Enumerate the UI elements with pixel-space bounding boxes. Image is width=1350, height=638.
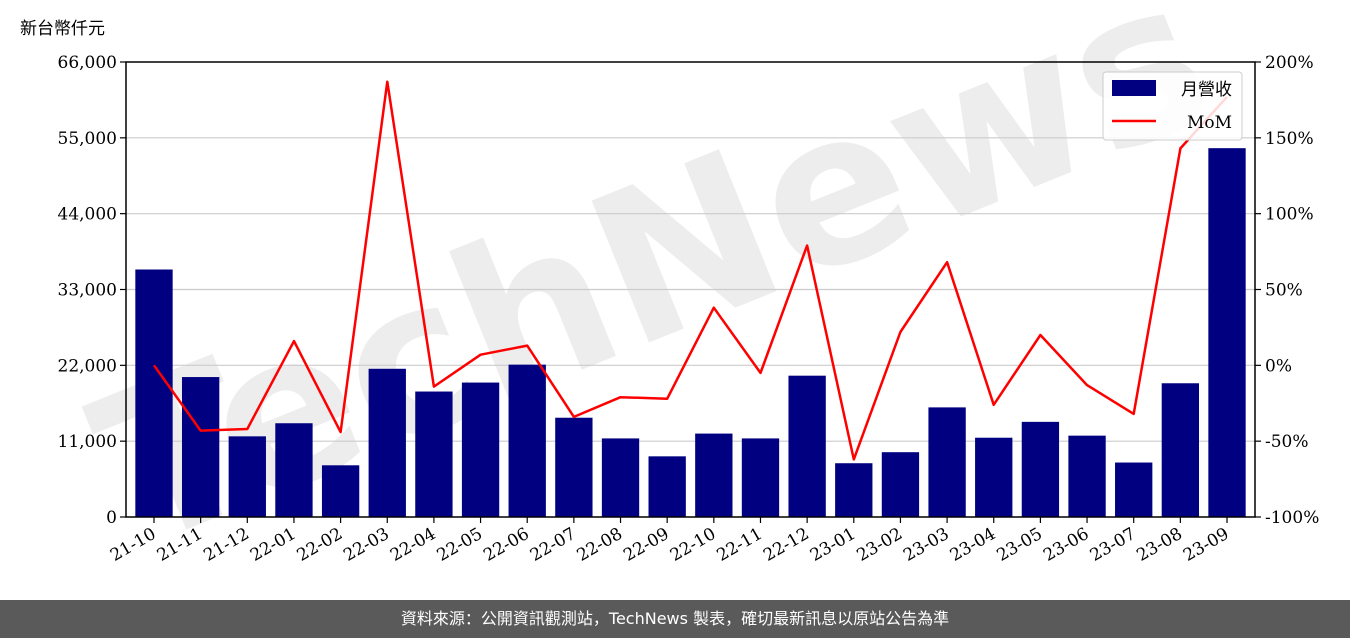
bar bbox=[1068, 435, 1106, 517]
bar bbox=[415, 391, 453, 517]
y-left-tick-label: 33,000 bbox=[58, 281, 117, 301]
bar bbox=[648, 456, 686, 517]
x-tick-label: 23-02 bbox=[853, 524, 905, 566]
x-tick-label: 22-10 bbox=[667, 524, 719, 566]
bar bbox=[135, 269, 173, 517]
bar bbox=[1021, 421, 1060, 517]
bar bbox=[975, 437, 1013, 517]
y-left-tick-label: 55,000 bbox=[58, 129, 117, 149]
bar bbox=[368, 368, 406, 517]
x-tick-label: 22-05 bbox=[434, 524, 486, 566]
bar bbox=[321, 465, 360, 517]
bar bbox=[555, 417, 593, 517]
x-tick-label: 23-06 bbox=[1040, 524, 1092, 566]
bar bbox=[508, 364, 546, 517]
mom-line bbox=[152, 80, 1228, 461]
bar bbox=[741, 438, 780, 517]
x-tick-label: 22-11 bbox=[714, 524, 766, 566]
y-right-tick-label: -50% bbox=[1265, 432, 1309, 452]
x-tick-label: 23-07 bbox=[1087, 524, 1139, 566]
x-tick-label: 22-04 bbox=[387, 524, 439, 566]
y-right-tick-label: 0% bbox=[1265, 356, 1292, 376]
y-left-tick-label: 66,000 bbox=[58, 53, 117, 73]
legend-swatch-revenue bbox=[1112, 80, 1156, 96]
mom-line-series bbox=[152, 80, 1228, 461]
y-left-tick-label: 11,000 bbox=[58, 432, 117, 452]
bar bbox=[835, 463, 873, 517]
x-tick-label: 22-08 bbox=[574, 524, 626, 566]
x-tick-label: 23-08 bbox=[1133, 524, 1185, 566]
y-left-tick-label: 44,000 bbox=[58, 205, 117, 225]
bar bbox=[928, 407, 966, 517]
x-tick-label: 23-04 bbox=[947, 524, 999, 566]
x-tick-label: 22-03 bbox=[340, 524, 392, 566]
bar bbox=[788, 375, 826, 517]
bar bbox=[881, 452, 920, 517]
bar bbox=[228, 436, 266, 517]
bar bbox=[1208, 148, 1246, 517]
y-left-tick-label: 0 bbox=[106, 508, 117, 528]
y-right-tick-label: 100% bbox=[1265, 205, 1314, 225]
x-tick-label: 23-09 bbox=[1180, 524, 1232, 566]
x-tick-label: 23-03 bbox=[900, 524, 952, 566]
bar bbox=[601, 438, 640, 517]
bar bbox=[275, 423, 313, 517]
y-right-tick-label: 50% bbox=[1265, 281, 1303, 301]
y-axis-label: 新台幣仟元 bbox=[20, 19, 105, 39]
x-tick-label: 23-01 bbox=[807, 524, 859, 566]
bar bbox=[1115, 462, 1153, 517]
x-tick-label: 22-09 bbox=[620, 524, 672, 566]
legend-label-mom: MoM bbox=[1187, 113, 1232, 133]
y-right-tick-label: -100% bbox=[1265, 508, 1319, 528]
y-right-tick-label: 200% bbox=[1265, 53, 1314, 73]
x-tick-label: 22-12 bbox=[760, 524, 812, 566]
source-footer: 資料來源：公開資訊觀測站，TechNews 製表，確切最新訊息以原站公告為準 bbox=[0, 600, 1350, 638]
legend-label-revenue: 月營收 bbox=[1181, 80, 1232, 100]
x-tick-label: 22-07 bbox=[527, 524, 579, 566]
legend: 月營收 MoM bbox=[1102, 71, 1243, 141]
revenue-chart: TechNews 011,00022,00033,00044,00055,000… bbox=[20, 0, 1319, 595]
grid-lines bbox=[126, 137, 1255, 442]
bar bbox=[461, 382, 500, 517]
y-left-tick-label: 22,000 bbox=[58, 356, 117, 376]
bar bbox=[181, 377, 220, 517]
bar bbox=[1161, 383, 1200, 517]
y-right-tick-label: 150% bbox=[1265, 129, 1314, 149]
bar bbox=[695, 433, 733, 517]
x-tick-label: 22-06 bbox=[480, 524, 532, 566]
bar-series bbox=[135, 148, 1246, 517]
x-tick-label: 23-05 bbox=[993, 524, 1045, 566]
